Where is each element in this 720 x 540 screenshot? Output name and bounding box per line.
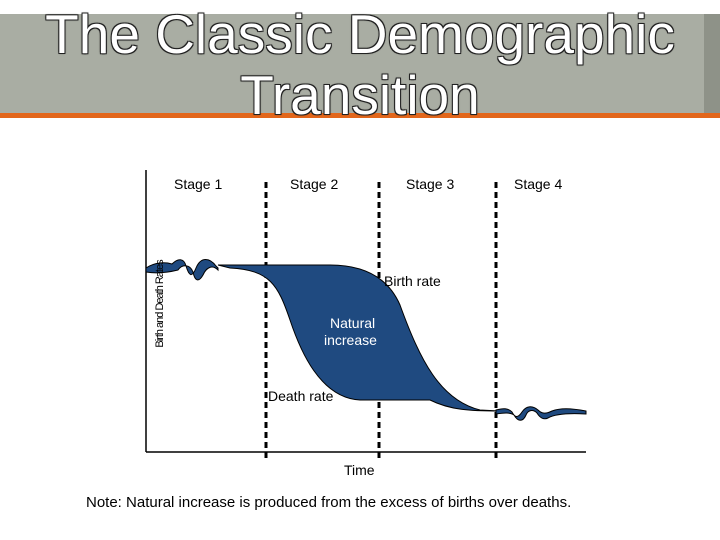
y-axis-label: Birth and Death Rates bbox=[154, 260, 166, 348]
stage-1-label: Stage 1 bbox=[174, 176, 223, 192]
natural-increase-label-line1: Natural bbox=[330, 315, 376, 331]
stage-4-label: Stage 4 bbox=[514, 176, 563, 192]
title-band bbox=[0, 14, 720, 115]
death-rate-label: Death rate bbox=[268, 388, 334, 404]
footnote: Note: Natural increase is produced from … bbox=[86, 494, 572, 511]
x-axis-label: Time bbox=[344, 462, 375, 478]
title-side-accent bbox=[704, 14, 720, 115]
birth-rate-label: Birth rate bbox=[384, 273, 441, 289]
stage-2-label: Stage 2 bbox=[290, 176, 339, 192]
natural-increase-area bbox=[217, 264, 501, 412]
stage-3-label: Stage 3 bbox=[406, 176, 455, 192]
stage1-rates bbox=[145, 259, 219, 281]
stage4-rates bbox=[495, 406, 587, 421]
natural-increase-label-line2: increase bbox=[324, 332, 377, 348]
title-underline bbox=[0, 113, 720, 118]
slide-title: The Classic Demographic Transition bbox=[45, 3, 675, 126]
